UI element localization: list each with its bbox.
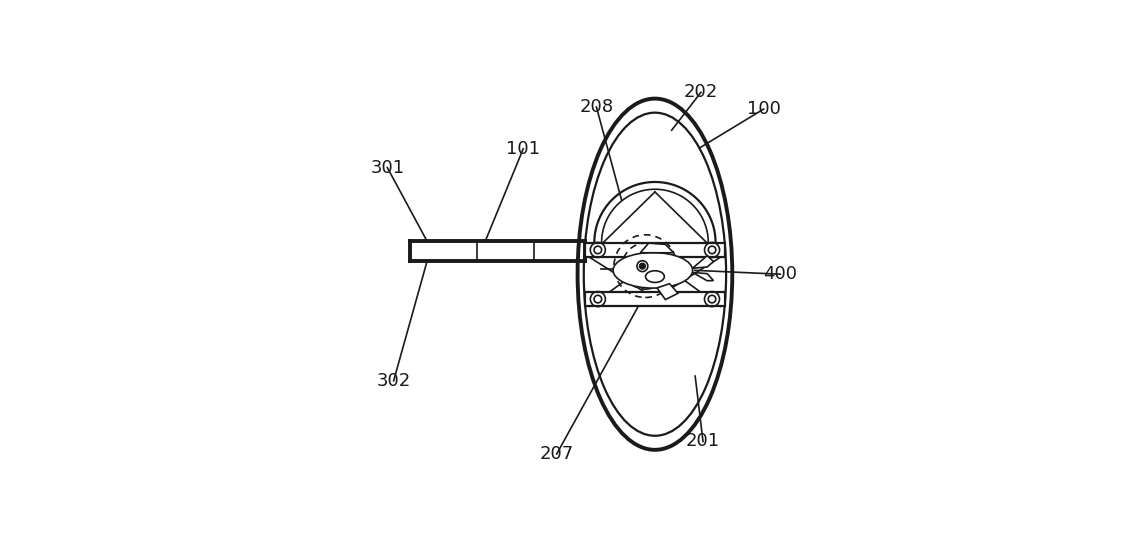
Text: 302: 302 — [376, 372, 410, 390]
Polygon shape — [693, 273, 713, 281]
Bar — [585, 292, 725, 306]
Text: 100: 100 — [747, 100, 781, 118]
Ellipse shape — [613, 252, 693, 288]
Polygon shape — [657, 283, 678, 300]
Bar — [585, 243, 725, 257]
Ellipse shape — [646, 271, 664, 282]
Text: 201: 201 — [686, 432, 720, 451]
Text: 301: 301 — [371, 159, 405, 176]
Text: 208: 208 — [579, 98, 613, 116]
Circle shape — [639, 263, 646, 269]
Text: 400: 400 — [763, 265, 798, 283]
Polygon shape — [640, 243, 674, 252]
Text: 101: 101 — [506, 140, 540, 158]
Polygon shape — [693, 256, 713, 268]
Text: 207: 207 — [540, 445, 574, 463]
Text: 202: 202 — [684, 83, 718, 102]
